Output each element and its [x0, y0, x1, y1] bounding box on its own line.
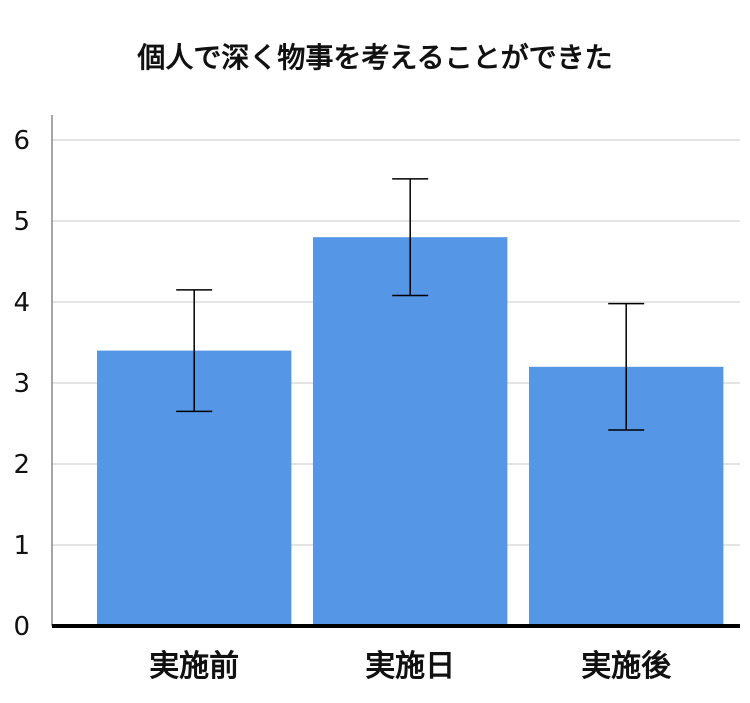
error-bars	[176, 178, 645, 431]
x-category-labels: 実施前 実施日 実施後	[149, 649, 672, 684]
y-tick-label: 1	[13, 531, 30, 561]
y-tick-label: 2	[13, 450, 30, 480]
y-tick-label: 5	[13, 207, 30, 237]
chart-title: 個人で深く物事を考えることができた	[137, 41, 613, 74]
x-category-label: 実施後	[581, 649, 672, 684]
y-tick-label: 6	[13, 126, 30, 156]
x-category-label: 実施前	[149, 649, 239, 684]
y-tick-label: 0	[13, 612, 30, 642]
axes	[51, 115, 740, 628]
x-category-label: 実施日	[365, 649, 455, 684]
y-tick-labels: 0 1 2 3 4 5 6	[13, 126, 30, 642]
y-tick-label: 3	[13, 369, 30, 399]
y-tick-label: 4	[13, 288, 30, 318]
bar	[313, 237, 508, 626]
